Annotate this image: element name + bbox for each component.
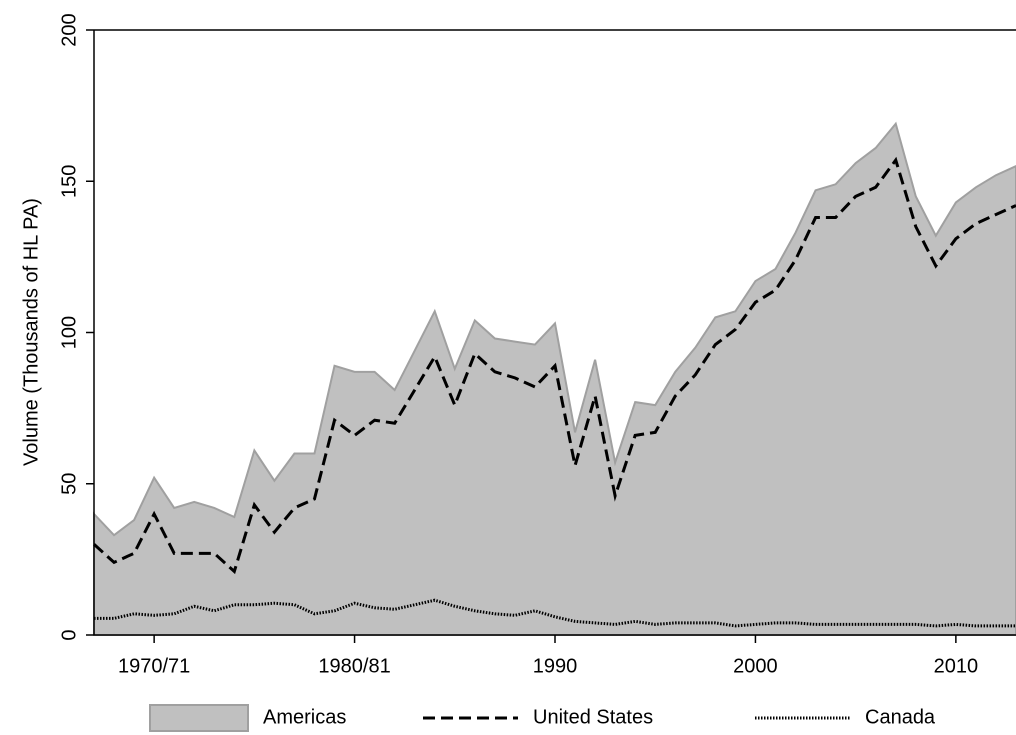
y-tick-label: 0 — [58, 629, 80, 640]
line — [92, 156, 1016, 575]
legend-label: United States — [533, 706, 653, 728]
x-tick-label: 1980/81 — [318, 655, 390, 677]
y-tick-label: 200 — [58, 13, 80, 46]
y-axis-label: Volume (Thousands of HL PA) — [20, 198, 42, 466]
y-tick-label: 100 — [58, 316, 80, 349]
legend-label: Canada — [865, 706, 936, 728]
legend-swatch — [149, 704, 249, 732]
line — [94, 598, 1016, 628]
y-tick-label: 150 — [58, 165, 80, 198]
y-tick-label: 50 — [58, 473, 80, 495]
x-tick-label: 2000 — [733, 655, 778, 677]
area — [93, 121, 1016, 636]
x-tick-label: 1990 — [533, 655, 578, 677]
x-tick-label: 2010 — [934, 655, 979, 677]
x-tick-label: 1970/71 — [118, 655, 190, 677]
legend-label: Americas — [263, 706, 346, 728]
